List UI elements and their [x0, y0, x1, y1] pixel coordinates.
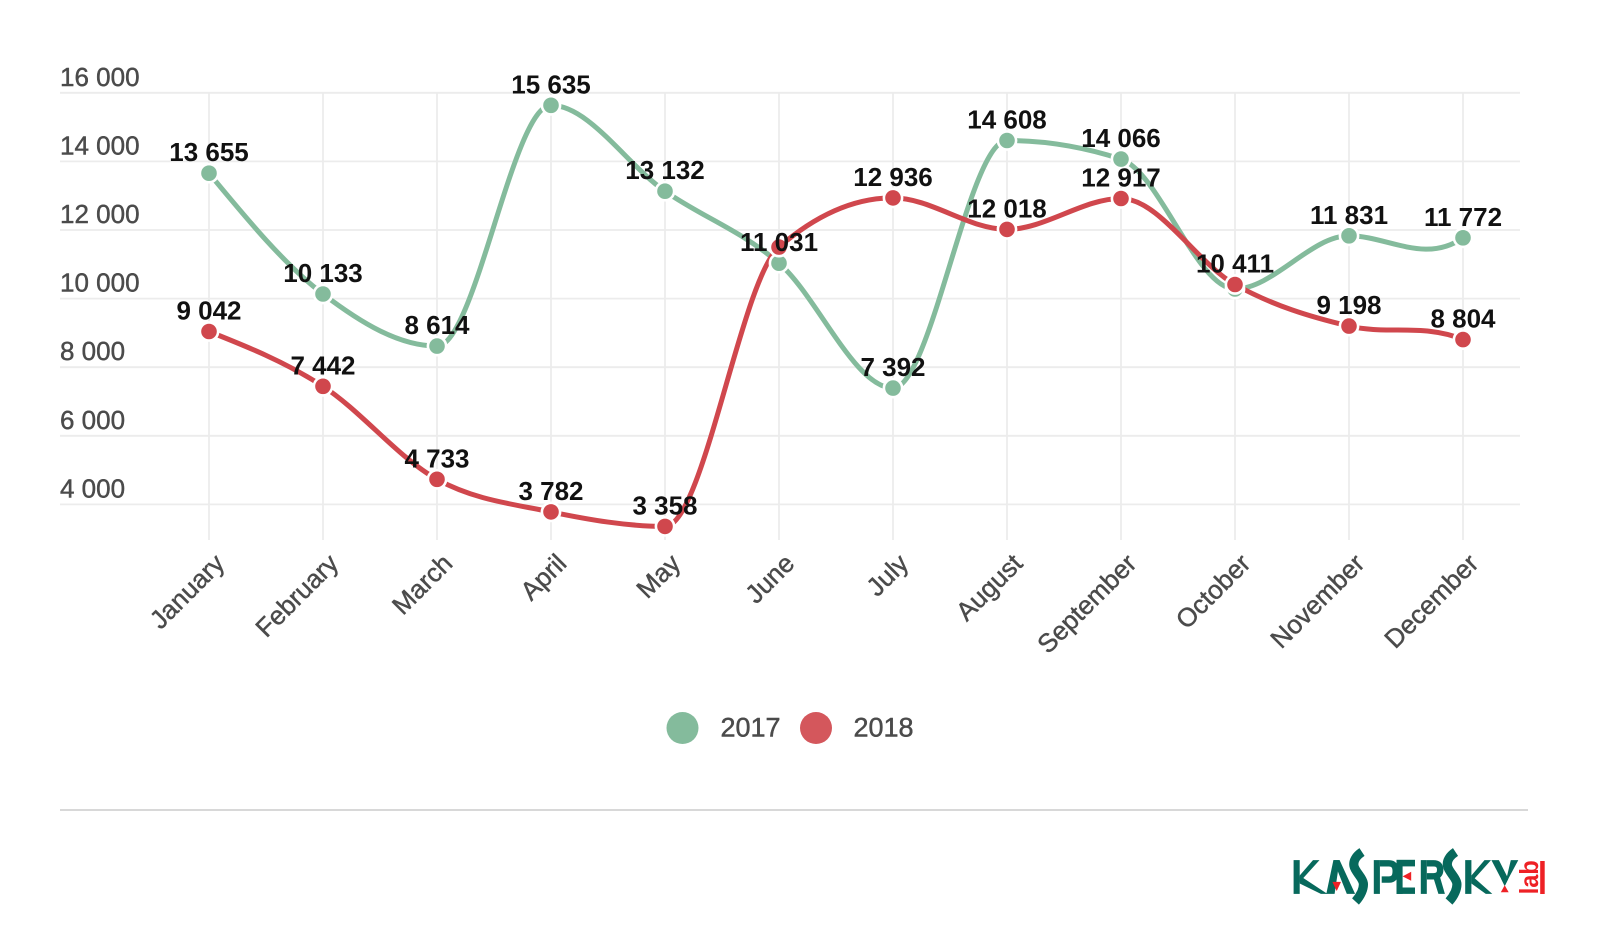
svg-text:16 000: 16 000	[60, 62, 140, 92]
svg-text:3 782: 3 782	[518, 476, 583, 506]
svg-text:8 614: 8 614	[404, 310, 470, 340]
svg-text:10 000: 10 000	[60, 268, 140, 298]
svg-text:8 000: 8 000	[60, 336, 125, 366]
svg-text:12 018: 12 018	[967, 193, 1047, 223]
svg-text:7 392: 7 392	[860, 352, 925, 382]
svg-text:13 655: 13 655	[169, 137, 249, 167]
svg-text:2018: 2018	[854, 713, 914, 743]
svg-text:10 133: 10 133	[283, 258, 363, 288]
svg-text:9 198: 9 198	[1316, 290, 1381, 320]
svg-text:12 917: 12 917	[1081, 163, 1161, 193]
svg-text:11 772: 11 772	[1424, 202, 1502, 232]
svg-text:4 000: 4 000	[60, 473, 125, 503]
svg-text:8 804: 8 804	[1430, 304, 1496, 334]
svg-text:11 031: 11 031	[740, 227, 818, 257]
svg-text:12 936: 12 936	[853, 162, 933, 192]
svg-text:7 442: 7 442	[290, 350, 355, 380]
svg-text:6 000: 6 000	[60, 405, 125, 435]
svg-text:12 000: 12 000	[60, 199, 140, 229]
svg-text:11 831: 11 831	[1310, 200, 1388, 230]
svg-text:3 358: 3 358	[632, 490, 697, 520]
svg-text:14 608: 14 608	[967, 105, 1047, 135]
svg-text:15 635: 15 635	[511, 69, 591, 99]
svg-text:10 411: 10 411	[1196, 249, 1274, 279]
svg-text:2017: 2017	[721, 713, 781, 743]
svg-text:9 042: 9 042	[176, 296, 241, 326]
svg-text:lab: lab	[1514, 860, 1544, 894]
svg-text:14 000: 14 000	[60, 130, 140, 160]
svg-text:14 066: 14 066	[1081, 123, 1161, 153]
svg-text:4 733: 4 733	[404, 443, 469, 473]
svg-text:13 132: 13 132	[625, 155, 705, 185]
